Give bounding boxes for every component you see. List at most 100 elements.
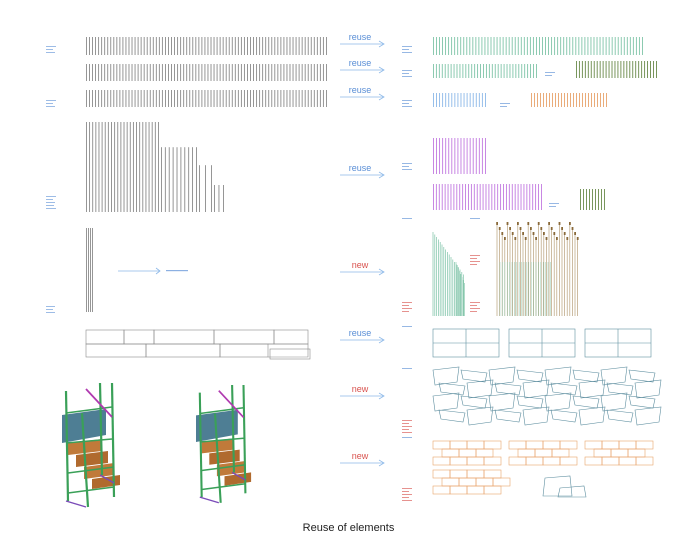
result-bar	[529, 184, 531, 210]
source-bar	[117, 122, 119, 212]
source-bar	[307, 90, 309, 107]
result-bar	[500, 184, 502, 210]
result-bar	[523, 37, 525, 55]
new-brick-panels	[432, 440, 654, 498]
result-bar	[448, 37, 450, 55]
result-bar	[601, 189, 602, 210]
source-bar	[107, 37, 109, 55]
result-bar	[439, 93, 441, 107]
source-bar	[310, 64, 312, 81]
source-bar	[134, 90, 136, 107]
source-bar	[322, 90, 324, 107]
source-bar	[240, 64, 242, 81]
source-bar	[110, 90, 112, 107]
result-bar	[481, 37, 483, 55]
result-annotation-marks	[545, 72, 555, 76]
source-bar	[201, 37, 203, 55]
source-bar	[213, 90, 215, 107]
result-bar	[587, 61, 589, 78]
source-bar	[207, 37, 209, 55]
result-bar	[641, 61, 643, 78]
result-bar	[579, 93, 580, 107]
source-bar	[237, 64, 239, 81]
result-bar	[477, 64, 479, 78]
source-bar	[101, 90, 103, 107]
result-annotation-marks	[470, 218, 480, 219]
source-bar	[262, 37, 264, 55]
source-bar	[196, 147, 197, 212]
result-bar	[485, 64, 487, 78]
source-bar	[89, 64, 90, 81]
result-bar	[456, 184, 458, 210]
source-bar	[218, 185, 220, 212]
source-bar	[142, 122, 144, 212]
source-bar	[211, 165, 212, 212]
result-bar	[447, 64, 449, 78]
source-bar	[225, 64, 227, 81]
result-bar	[436, 93, 437, 107]
result-bar	[552, 93, 553, 107]
result-bar	[436, 37, 437, 55]
result-bar	[617, 37, 619, 55]
source-bar	[111, 122, 112, 212]
result-bar	[608, 61, 610, 78]
result-bar	[656, 61, 657, 78]
source-bar	[143, 37, 145, 55]
model-column	[198, 392, 203, 498]
source-bar	[184, 147, 186, 212]
result-bar	[586, 189, 587, 210]
result-bar	[570, 93, 571, 107]
result-bar	[572, 37, 574, 55]
source-bar	[174, 37, 175, 55]
source-bar	[234, 37, 236, 55]
result-bar	[454, 37, 456, 55]
source-bar	[256, 64, 258, 81]
source-bar	[204, 37, 206, 55]
result-bar	[638, 37, 640, 55]
result-bar	[605, 37, 607, 55]
source-bar	[195, 37, 197, 55]
result-bar	[587, 37, 589, 55]
source-bar	[92, 228, 93, 312]
source-bar	[86, 90, 87, 107]
source-bar	[283, 37, 285, 55]
source-bar	[216, 37, 218, 55]
result-bar	[543, 93, 544, 107]
result-bar	[457, 138, 459, 174]
result-bar	[450, 184, 452, 210]
result-bar	[532, 184, 534, 210]
source-bar	[128, 64, 130, 81]
source-bar	[201, 64, 203, 81]
result-bar	[599, 37, 601, 55]
source-bar	[231, 90, 233, 107]
source-bar	[259, 90, 261, 107]
result-bar	[555, 93, 556, 107]
result-bar	[557, 37, 559, 55]
source-bar	[319, 64, 321, 81]
source-bar	[289, 64, 291, 81]
result-bar	[442, 93, 444, 107]
source-bar	[247, 90, 248, 107]
source-bar	[151, 122, 153, 212]
source-bar	[158, 122, 159, 212]
result-bar	[566, 37, 568, 55]
source-bar	[262, 64, 264, 81]
source-bar	[119, 37, 121, 55]
source-bar	[131, 90, 133, 107]
result-bar	[451, 138, 453, 174]
source-bar	[219, 37, 221, 55]
source-bar	[307, 64, 309, 81]
source-bar	[186, 37, 188, 55]
result-bar	[589, 189, 590, 210]
result-bar	[606, 93, 607, 107]
source-bar	[174, 64, 175, 81]
source-bar	[216, 64, 218, 81]
result-bar	[478, 93, 480, 107]
result-bar	[602, 61, 604, 78]
transfer-arrow-1: reuse	[340, 32, 385, 48]
model-column	[64, 390, 70, 502]
result-bar	[472, 93, 474, 107]
source-bar	[292, 37, 294, 55]
source-bar	[98, 64, 100, 81]
result-bar	[603, 93, 604, 107]
